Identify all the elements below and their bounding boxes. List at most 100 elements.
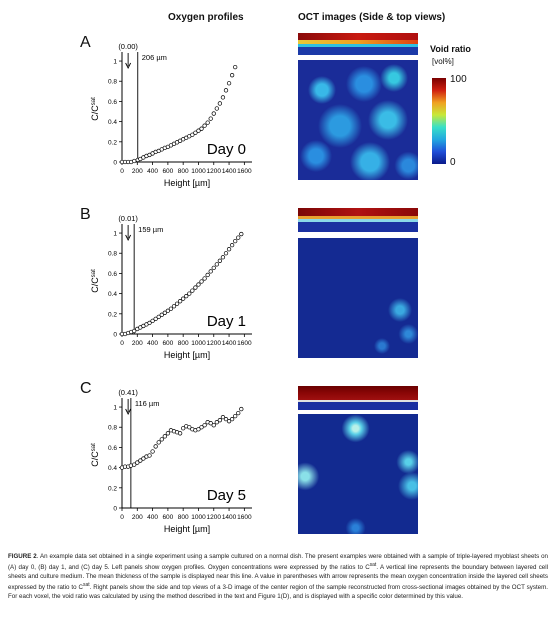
data-point [199, 279, 204, 284]
data-point [165, 431, 171, 436]
oct-side-view-day-5 [298, 386, 418, 410]
data-point [162, 310, 167, 315]
day-label: Day 1 [207, 313, 246, 330]
y-axis-label-sup: sat [91, 269, 97, 277]
mean-arrow-head [125, 62, 132, 70]
x-tick-label: 1200 [207, 168, 222, 175]
x-tick-label: 1400 [222, 168, 237, 175]
y-tick-label: 1 [113, 59, 117, 66]
colorbar-min-label: 0 [450, 157, 456, 168]
y-tick-label: 0 [113, 506, 117, 513]
panel-label-b: B [80, 206, 91, 223]
mean-arrow-head [125, 234, 132, 242]
figure-caption: FIGURE 2. An example data set obtained i… [8, 552, 548, 601]
mean-concentration-label: (0.00) [118, 42, 138, 51]
figure-caption-lead: FIGURE 2 [8, 553, 37, 560]
data-point [208, 421, 213, 426]
data-point [187, 291, 192, 296]
data-point [181, 296, 186, 301]
data-point [168, 306, 174, 311]
x-tick-label: 1200 [207, 340, 222, 347]
data-point [190, 132, 195, 137]
y-tick-label: 0.6 [108, 445, 117, 452]
data-point [239, 406, 244, 412]
data-point [205, 272, 210, 278]
data-point [196, 128, 201, 133]
data-point [233, 413, 238, 419]
y-axis-label-sup: sat [91, 443, 97, 451]
x-tick-label: 0 [120, 514, 124, 521]
data-point [229, 417, 235, 422]
x-tick-label: 800 [178, 340, 189, 347]
x-tick-label: 200 [132, 340, 143, 347]
x-tick-label: 1000 [191, 514, 206, 521]
oct-side-view-day-0 [298, 33, 418, 55]
x-tick-label: 400 [147, 340, 158, 347]
data-point [208, 269, 213, 274]
y-tick-label: 0 [113, 332, 117, 339]
x-tick-label: 600 [162, 340, 173, 347]
data-point [208, 116, 213, 121]
data-point [220, 414, 226, 420]
y-tick-label: 0.4 [108, 119, 117, 126]
y-tick-label: 0.4 [108, 291, 117, 298]
data-point [138, 458, 143, 463]
y-tick-label: 0 [113, 160, 117, 167]
data-point [217, 258, 223, 263]
data-point [214, 106, 219, 111]
data-point [153, 444, 158, 449]
oct-top-view-day-1 [298, 238, 418, 358]
data-point [239, 231, 244, 237]
data-point [226, 81, 232, 86]
x-tick-label: 0 [120, 168, 124, 175]
data-point [184, 293, 189, 299]
data-point [233, 238, 238, 244]
data-point [223, 88, 229, 93]
x-tick-label: 1400 [222, 340, 237, 347]
data-point [211, 111, 216, 116]
y-axis-label: C/Csat [90, 443, 100, 467]
data-point [153, 316, 158, 322]
data-point [193, 130, 198, 135]
day-label: Day 0 [207, 141, 246, 158]
x-tick-label: 400 [147, 168, 158, 175]
y-tick-label: 0.2 [108, 311, 117, 318]
x-tick-label: 400 [147, 514, 158, 521]
data-point [223, 251, 229, 256]
data-point [177, 431, 183, 436]
data-point [214, 420, 219, 425]
data-point [147, 453, 152, 458]
oxygen-profile-chart-day-0: 0 0.2 0.4 0.6 0.8 1 0 200 400 600 800 1000 1200 1400 1… [90, 42, 252, 188]
x-tick-label: 1000 [191, 340, 206, 347]
data-point [226, 247, 232, 252]
data-point [226, 419, 232, 424]
x-tick-label: 1200 [207, 514, 222, 521]
mean-concentration-label: (0.41) [118, 388, 138, 397]
x-tick-label: 800 [178, 168, 189, 175]
x-tick-label: 1600 [237, 340, 252, 347]
y-tick-label: 0.8 [108, 79, 117, 86]
oxygen-profile-chart-day-5: 00.20.40.60.810 200 400 600 800 1000 1200 1400 1… [90, 388, 252, 534]
data-point [171, 304, 177, 309]
x-tick-label: 200 [132, 514, 143, 521]
data-point [159, 312, 164, 317]
x-tick-label: 1600 [237, 514, 252, 521]
oct-top-view-day-0 [298, 60, 418, 180]
data-point [150, 449, 155, 454]
panel-label-c: C [80, 380, 92, 397]
data-point [202, 123, 207, 128]
data-point [236, 410, 241, 416]
x-tick-label: 1400 [222, 514, 237, 521]
x-tick-label: 600 [162, 514, 173, 521]
y-tick-label: 0.8 [108, 425, 117, 432]
thickness-label: 159 µm [138, 225, 163, 234]
data-point [165, 308, 171, 313]
mean-arrow-head [125, 408, 132, 416]
data-point [156, 314, 161, 319]
x-axis-label: Height [µm] [164, 178, 210, 188]
x-axis-label: Height [µm] [164, 350, 210, 360]
y-tick-label: 1 [113, 405, 117, 412]
data-point [199, 425, 204, 430]
colorbar-gradient [432, 78, 446, 164]
data-point [150, 318, 155, 324]
